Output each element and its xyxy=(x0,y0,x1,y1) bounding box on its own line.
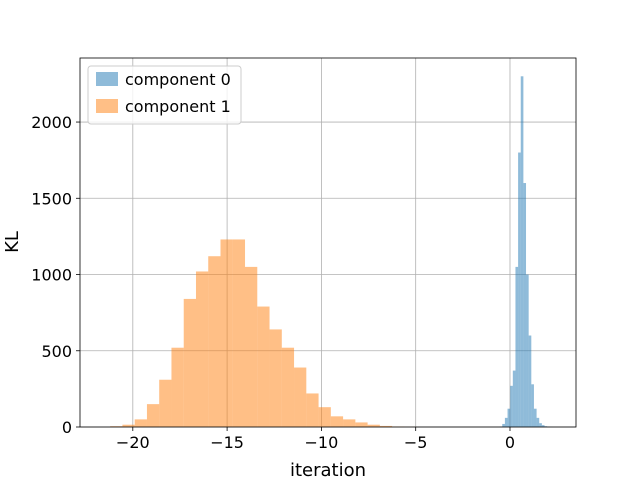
histogram-bar-component-1 xyxy=(379,425,393,427)
histogram-bar-component-1 xyxy=(281,347,295,427)
histogram-bar-component-1 xyxy=(122,424,135,427)
histogram-bar-component-1 xyxy=(343,419,356,427)
histogram-bar-component-1 xyxy=(355,422,368,427)
histogram-bar-component-0 xyxy=(536,417,540,427)
y-tick-label: 1500 xyxy=(31,189,72,208)
histogram-bar-component-1 xyxy=(257,306,270,427)
histogram-bar-component-1 xyxy=(208,256,221,427)
x-tick-label: 0 xyxy=(505,433,515,452)
histogram-bar-component-0 xyxy=(502,423,505,427)
histogram-bar-component-1 xyxy=(134,419,147,427)
histogram-bar-component-0 xyxy=(528,335,532,427)
histogram-bar-component-1 xyxy=(306,393,319,427)
x-axis-ticks: −20 −15 −10 −5 0 xyxy=(116,427,515,452)
x-tick-label: −15 xyxy=(210,433,244,452)
plot-area-frame xyxy=(79,57,577,428)
histogram-bar-component-1 xyxy=(183,298,196,427)
legend-box xyxy=(87,65,242,125)
histogram-bar-component-0 xyxy=(515,266,519,427)
histogram-bar-component-1 xyxy=(146,404,160,427)
histogram-bar-component-1 xyxy=(330,416,344,427)
x-tick-label: −5 xyxy=(404,433,428,452)
histogram-bar-component-0 xyxy=(533,408,537,427)
histogram-bar-component-0 xyxy=(531,384,534,427)
histogram-bar-component-1 xyxy=(294,367,307,427)
legend-swatch-component-1 xyxy=(96,99,118,113)
histogram-bar-component-1 xyxy=(367,424,380,427)
histogram-bar-component-1 xyxy=(269,329,282,427)
histogram-bar-component-0 xyxy=(504,417,508,427)
x-tick-label: −20 xyxy=(116,433,150,452)
histogram-bar-component-1 xyxy=(318,407,331,427)
y-tick-label: 1000 xyxy=(31,266,72,285)
x-axis-label: iteration xyxy=(290,460,366,480)
y-axis-ticks: 0 500 1000 1500 2000 xyxy=(31,113,80,437)
histogram-bar-component-1 xyxy=(220,239,233,427)
histogram-bar-component-0 xyxy=(518,152,521,428)
histogram-bar-component-1 xyxy=(159,379,172,427)
histogram-bar-component-1 xyxy=(195,271,209,427)
y-tick-label: 0 xyxy=(62,418,72,437)
x-tick-label: −10 xyxy=(305,433,339,452)
histogram-bar-component-0 xyxy=(539,423,542,427)
histogram-bar-component-0 xyxy=(510,385,513,427)
histogram-bar-component-0 xyxy=(526,274,529,427)
histogram-bar-component-0 xyxy=(512,370,516,427)
series-component-0-bars xyxy=(499,76,553,428)
histogram-bar-component-0 xyxy=(541,425,545,427)
legend-label-component-0: component 0 xyxy=(125,70,231,89)
histogram-bar-component-1 xyxy=(245,266,258,427)
histogram-bar-component-1 xyxy=(232,239,246,427)
histogram-bar-component-0 xyxy=(507,408,511,427)
legend-label-component-1: component 1 xyxy=(125,97,231,116)
histogram-bar-component-0 xyxy=(520,76,524,428)
histogram-bar-component-1 xyxy=(171,347,184,427)
y-tick-label: 500 xyxy=(41,342,72,361)
y-axis-label: KL xyxy=(2,231,23,253)
y-tick-label: 2000 xyxy=(31,113,72,132)
histogram-bar-component-0 xyxy=(523,183,527,427)
series-component-1-bars xyxy=(110,239,417,427)
legend: component 0 component 1 xyxy=(87,65,242,125)
legend-swatch-component-0 xyxy=(96,72,118,86)
